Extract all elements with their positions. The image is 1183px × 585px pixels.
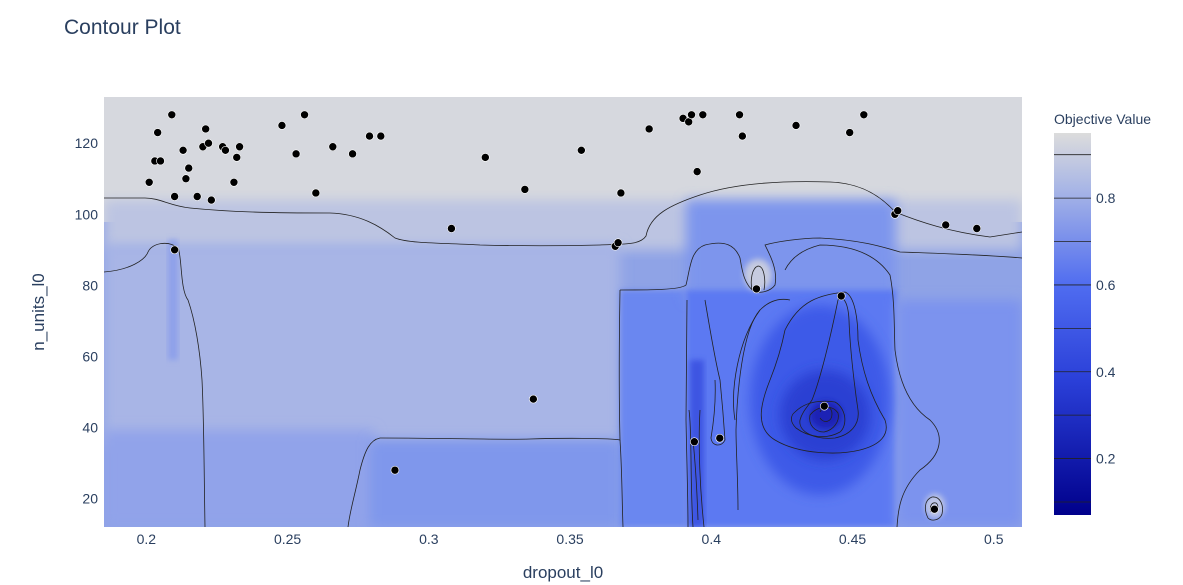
x-axis-ticks: 0.2 0.25 0.3 0.35 0.4 0.45 0.5	[137, 531, 1004, 547]
y-axis-ticks: 20 40 60 80 100 120	[75, 135, 99, 506]
trial-point	[893, 206, 903, 216]
trial-point	[376, 131, 386, 141]
heatmap-fill	[104, 97, 1022, 527]
colorbar-ticks: 0.2 0.4 0.6 0.8	[1096, 190, 1116, 466]
colorbar-tick-label: 0.4	[1096, 364, 1116, 380]
trial-point	[687, 110, 696, 120]
x-tick-label: 0.5	[984, 531, 1004, 547]
trial-point	[520, 185, 530, 194]
trial-point	[735, 110, 744, 120]
trial-point	[153, 128, 162, 137]
colorbar-title: Objective Value	[1054, 111, 1151, 127]
y-tick-label: 80	[82, 277, 98, 293]
x-tick-label: 0.3	[419, 531, 439, 547]
colorbar-gradient	[1054, 133, 1091, 515]
trial-point	[167, 110, 177, 120]
x-tick-label: 0.45	[839, 531, 866, 547]
trial-point	[692, 167, 702, 176]
trial-point	[859, 110, 869, 120]
contour-lines	[104, 181, 1022, 527]
trial-point	[698, 110, 708, 120]
trial-point	[365, 131, 374, 141]
colorbar-tick-label: 0.2	[1096, 451, 1116, 467]
trial-point	[845, 128, 854, 137]
trial-point	[207, 195, 216, 205]
trial-point	[229, 177, 239, 187]
trial-points	[144, 110, 982, 514]
trial-point	[577, 146, 586, 155]
trial-point	[930, 504, 939, 514]
colorbar-tick-label: 0.8	[1096, 190, 1116, 206]
trial-point	[232, 153, 242, 162]
trial-point	[690, 437, 699, 447]
trial-point	[156, 156, 165, 166]
trial-point	[170, 192, 179, 201]
trial-point	[616, 188, 626, 198]
y-tick-label: 20	[82, 491, 98, 507]
trial-point	[204, 138, 213, 148]
chart-title: Contour Plot	[64, 16, 181, 39]
trial-point	[192, 192, 202, 201]
trial-point	[170, 245, 179, 255]
x-tick-label: 0.25	[274, 531, 301, 547]
trial-point	[311, 188, 321, 198]
trial-point	[613, 238, 623, 248]
trial-point	[178, 146, 188, 155]
y-axis-title: n_units_l0	[29, 273, 48, 351]
trial-point	[447, 224, 456, 233]
trial-point	[201, 124, 210, 134]
trial-point	[348, 149, 357, 159]
y-tick-label: 60	[82, 348, 98, 364]
trial-point	[529, 394, 538, 404]
y-tick-label: 120	[75, 135, 99, 151]
trial-point	[300, 110, 309, 120]
x-tick-label: 0.2	[137, 531, 157, 547]
trial-point	[181, 174, 191, 184]
trial-point	[684, 117, 693, 127]
y-tick-label: 40	[82, 419, 98, 435]
trial-point	[221, 146, 230, 155]
colorbar: Objective Value 0.2 0.4 0.6 0.8	[1054, 111, 1151, 515]
trial-point	[791, 121, 801, 130]
y-tick-label: 100	[75, 206, 99, 222]
trial-point	[972, 224, 982, 233]
trial-point	[328, 142, 338, 152]
trial-point	[277, 121, 287, 130]
trial-point	[481, 153, 490, 162]
trial-point	[752, 284, 761, 294]
trial-point	[836, 291, 846, 301]
trial-point	[184, 163, 194, 173]
trial-point	[738, 131, 747, 141]
x-tick-label: 0.4	[702, 531, 722, 547]
trial-point	[644, 124, 654, 134]
trial-point	[390, 465, 400, 475]
trial-point	[819, 401, 829, 411]
x-axis-title: dropout_l0	[523, 563, 603, 582]
x-tick-label: 0.35	[556, 531, 583, 547]
colorbar-levels	[1054, 154, 1091, 503]
trial-point	[235, 142, 244, 152]
trial-point	[291, 149, 301, 159]
trial-point	[941, 220, 951, 230]
trial-point	[715, 433, 725, 443]
colorbar-tick-label: 0.6	[1096, 277, 1116, 293]
trial-point	[144, 177, 154, 187]
